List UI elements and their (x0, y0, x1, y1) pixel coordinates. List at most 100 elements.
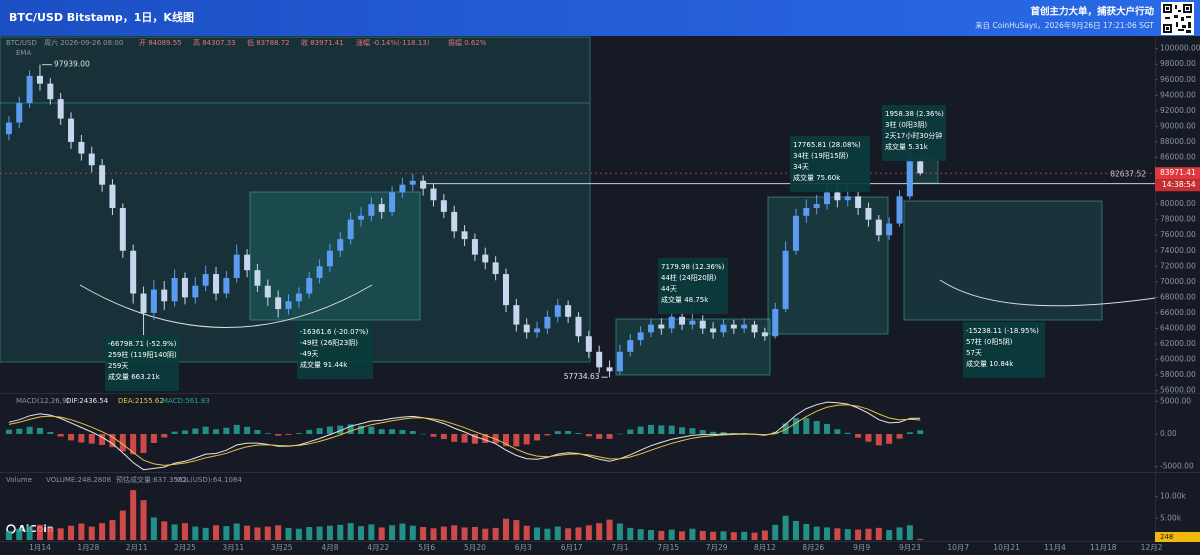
y-tick-label: 10.00k (1160, 492, 1186, 501)
candle-body (119, 208, 126, 251)
measure-box (963, 322, 1045, 378)
candle-body (896, 196, 903, 224)
y-tick-label: 86000.00 (1160, 152, 1196, 161)
macd-bar (264, 433, 271, 434)
candle-body (181, 277, 188, 298)
volume-bar (99, 523, 106, 540)
volume-bar (192, 526, 199, 540)
logo-text: AiCoin (18, 524, 54, 535)
candle-body (720, 324, 727, 333)
volume-bar (554, 526, 561, 540)
x-tick-label: 3月25 (271, 543, 293, 552)
y-tick-label: 56000.00 (1160, 386, 1196, 395)
volume-legend: 预估成交量:637.3552 (116, 475, 187, 484)
volume-bar (326, 525, 333, 540)
macd-bar (78, 433, 85, 443)
header-bar (0, 0, 1200, 36)
measure-text: 44柱 (24阳20阴) (661, 273, 717, 282)
x-tick-label: 2月11 (126, 543, 148, 552)
candle-body (875, 219, 882, 236)
volume-bar (492, 527, 499, 540)
macd-bar (917, 430, 924, 434)
measure-text: 成交量 5.31k (885, 142, 929, 151)
candle-body (389, 192, 396, 212)
macd-bar (326, 426, 333, 434)
volume-bar (730, 532, 737, 540)
volume-bar (306, 527, 313, 540)
volume-bar (316, 526, 323, 540)
x-tick-label: 7月15 (657, 543, 679, 552)
volume-bar (399, 523, 406, 540)
candle-body (886, 223, 893, 236)
candle-body (834, 192, 841, 201)
candle-body (109, 184, 116, 209)
volume-bar (637, 529, 644, 540)
candle-body (668, 316, 675, 329)
volume-bar (213, 525, 220, 540)
candle-body (213, 274, 220, 294)
range-box (903, 200, 1103, 321)
macd-bar (637, 426, 644, 434)
volume-bar (513, 520, 520, 540)
candle-body (192, 285, 199, 298)
measure-text: 成交量 75.60k (793, 173, 841, 182)
candle-body (658, 324, 665, 329)
drawing-boxes (0, 36, 1156, 376)
candle-body (202, 274, 209, 286)
candle-body (679, 316, 686, 325)
legend-low: 低 83788.72 (247, 38, 290, 47)
macd-legend: MACD:561.83 (162, 397, 210, 405)
volume-bar (68, 525, 75, 540)
volume-bar (36, 524, 43, 540)
measure-text: 成交量 663.21k (108, 372, 161, 381)
measure-text: 57天 (966, 349, 982, 357)
volume-bar (565, 528, 572, 540)
candle-body (824, 192, 831, 205)
macd-bar (295, 433, 302, 434)
macd-bar (471, 433, 478, 444)
candle-body (751, 324, 758, 333)
candle-body (761, 332, 768, 337)
measure-text: 1958.38 (2.36%) (885, 110, 944, 118)
candle-body (244, 254, 251, 271)
candle-body (855, 196, 862, 209)
qr-code (1161, 2, 1194, 35)
macd-bar (337, 425, 344, 434)
volume-bar (658, 530, 665, 540)
x-tick-label: 11月4 (1044, 543, 1066, 552)
candle-body (378, 204, 385, 212)
volume-bar (720, 531, 727, 540)
volume-bar (906, 525, 913, 540)
macd-bar (150, 433, 157, 444)
candle-body (461, 231, 468, 240)
macd-legend: DIF:2436.54 (66, 397, 109, 405)
macd-bar (865, 433, 872, 442)
macd-bar (544, 433, 551, 436)
macd-bar (689, 428, 696, 434)
x-tick-label: 2月25 (174, 543, 196, 552)
macd-bar (368, 426, 375, 434)
volume-bar (803, 523, 810, 540)
macd-bar (358, 425, 365, 434)
macd-bar (192, 428, 199, 434)
x-tick-label: 7月1 (611, 543, 628, 552)
volume-title: Volume (6, 476, 32, 484)
header-title: BTC/USD Bitstamp，1日，K线图 (9, 10, 194, 24)
volume-bar (275, 525, 282, 540)
volume-bar (689, 528, 696, 540)
candle-body (772, 309, 779, 337)
measure-text: 259柱 (119阳140阴) (108, 350, 177, 359)
candle-body (420, 180, 427, 189)
last-price-badge (1155, 167, 1200, 180)
x-tick-label: 4月22 (367, 543, 389, 552)
measure-text: 2天17小时30分钟 (885, 131, 942, 140)
volume-bar (834, 528, 841, 540)
legend-ema: EMA (16, 49, 31, 57)
arc-drawing (939, 279, 1156, 307)
volume-bar (616, 523, 623, 540)
volume-bar (596, 523, 603, 540)
candle-body (275, 297, 282, 310)
macd-bar (109, 433, 116, 448)
